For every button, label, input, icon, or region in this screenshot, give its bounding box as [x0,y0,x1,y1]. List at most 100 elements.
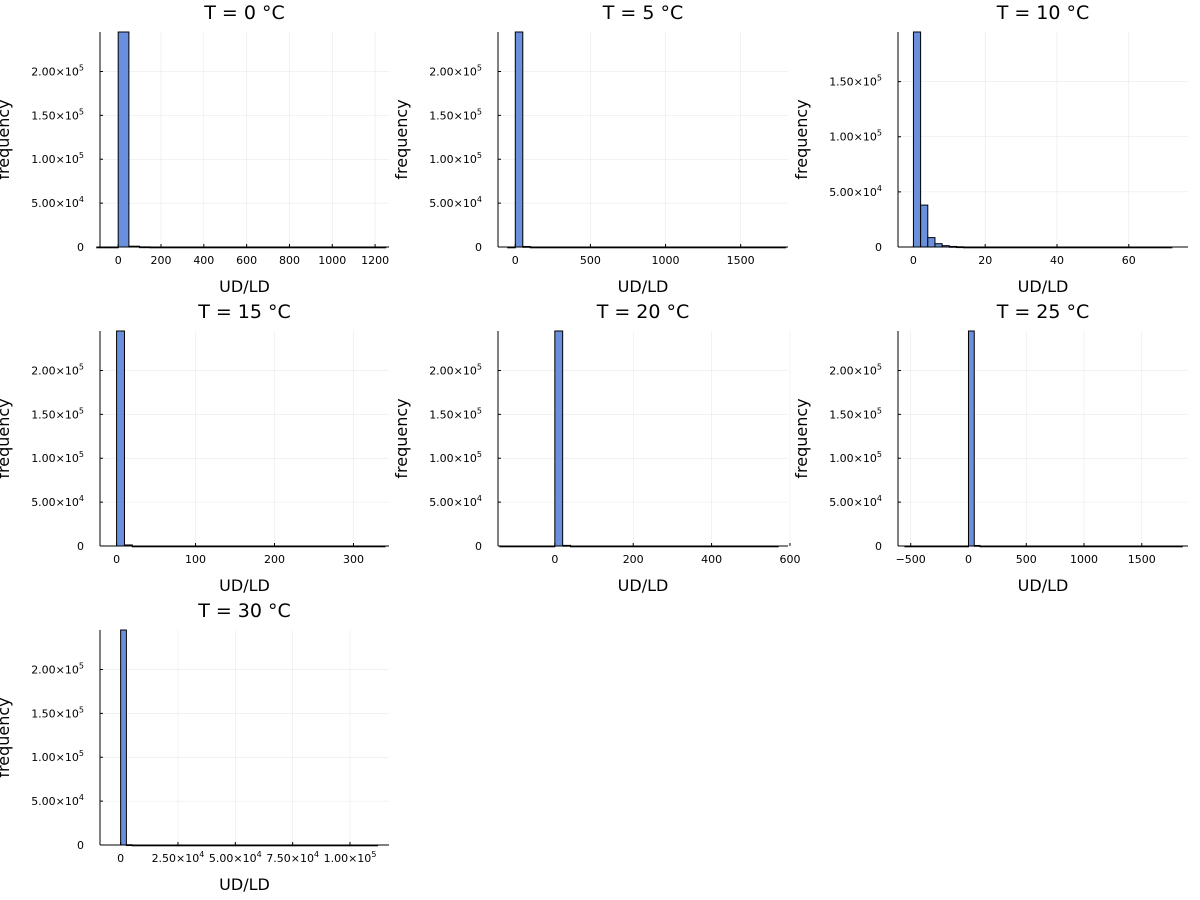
histogram-bar-2 [514,31,524,248]
y-tick-label-5: 2.00×105 [31,661,84,676]
y-tick-label-5: 2.00×105 [829,362,882,377]
x-axis-label: UD/LD [618,576,669,595]
x-tick-label-5: 1500 [1128,553,1156,566]
chart-title: T = 25 °C [996,301,1090,323]
y-tick-label-4: 1.50×105 [31,107,84,122]
x-tick-label-4: 1000 [1070,553,1098,566]
x-tick-label-4: 300 [343,553,364,566]
x-tick-label-4: 60 [1122,254,1136,267]
y-tick-label-2: 5.00×104 [429,494,482,509]
x-tick-label-2: 200 [623,553,644,566]
x-axis-label: UD/LD [618,277,669,296]
y-axis-label: frequency [792,398,811,478]
y-tick-label-2: 5.00×104 [429,195,482,210]
x-tick-label-1: 0 [512,254,519,267]
chart-title: T = 20 °C [596,301,690,323]
y-axis-label: frequency [0,99,13,179]
chart-panel-3: 0 20 40 60 0 5.00×104 1.00×105 1.50×105 T = 10 °… [792,2,1188,296]
y-tick-label-2: 5.00×104 [829,184,882,199]
y-tick-label-4: 1.50×105 [31,406,84,421]
histogram-bar-2 [920,204,929,248]
x-tick-label-4: 1500 [727,254,755,267]
x-tick-label-1: 0 [113,553,120,566]
chart-panel-2: 0 500 1000 1500 0 5.00×104 1.00×105 1.50×105 2.0… [392,2,788,296]
histogram-bar-2 [554,330,564,547]
chart-panel-5: 0 200 400 600 0 5.00×104 1.00×105 1.50×105 2.00×… [392,301,800,595]
chart-panel-6: −500 0 500 1000 1500 0 5.00×104 1.00×105 1.50×10… [792,301,1188,595]
x-axis-label: UD/LD [219,576,270,595]
y-tick-label-3: 1.00×105 [429,450,482,465]
y-tick-label-1: 0 [475,540,482,553]
chart-panel-1: 0 200 400 600 800 1000 1200 0 5.00×104 1.00×105 1.… [0,2,389,296]
y-tick-label-1: 0 [77,241,84,254]
x-tick-label-5: 1.00×105 [324,850,377,865]
histogram-bar-2 [967,330,975,547]
y-tick-label-4: 1.50×105 [31,705,84,720]
chart-title: T = 0 °C [203,2,285,24]
y-tick-label-3: 1.00×105 [31,749,84,764]
histogram-bar-1 [912,31,922,248]
x-tick-label-2: 200 [151,254,172,267]
y-tick-label-5: 2.00×105 [31,63,84,78]
x-tick-label-2: 500 [580,254,601,267]
histogram-bar-2 [117,31,130,248]
x-tick-label-3: 5.00×104 [209,850,262,865]
x-axis-label: UD/LD [219,277,270,296]
y-axis-label: frequency [792,99,811,179]
x-tick-label-1: 0 [117,852,124,865]
x-tick-label-2: 20 [978,254,992,267]
y-tick-label-3: 1.00×105 [31,151,84,166]
chart-title: T = 10 °C [996,2,1090,24]
x-tick-label-2: 2.50×104 [152,850,205,865]
y-tick-label-2: 5.00×104 [31,195,84,210]
x-tick-label-1: 0 [910,254,917,267]
y-tick-label-1: 0 [875,540,882,553]
y-tick-label-4: 1.50×105 [829,74,882,89]
histogram-bar-1 [116,330,125,547]
x-tick-label-3: 200 [264,553,285,566]
y-tick-label-5: 2.00×105 [429,362,482,377]
y-tick-label-2: 5.00×104 [31,793,84,808]
y-tick-label-2: 5.00×104 [31,494,84,509]
x-axis-label: UD/LD [219,875,270,894]
histogram-bar-3 [927,237,936,248]
y-tick-label-4: 1.50×105 [829,406,882,421]
y-axis-label: frequency [392,99,411,179]
y-tick-label-2: 5.00×104 [829,494,882,509]
y-tick-label-5: 2.00×105 [429,63,482,78]
chart-title: T = 30 °C [197,600,291,622]
chart-title: T = 15 °C [197,301,291,323]
y-axis-label: frequency [0,398,13,478]
x-tick-label-3: 500 [1016,553,1037,566]
y-tick-label-3: 1.00×105 [31,450,84,465]
y-tick-label-1: 0 [77,839,84,852]
y-axis-label: frequency [0,697,13,777]
y-tick-label-3: 1.00×105 [429,151,482,166]
x-tick-label-3: 40 [1050,254,1064,267]
y-tick-label-3: 1.00×105 [829,129,882,144]
y-tick-label-4: 1.50×105 [429,406,482,421]
y-tick-label-1: 0 [875,241,882,254]
x-tick-label-3: 400 [193,254,214,267]
x-tick-label-1: −500 [896,553,926,566]
x-axis-label: UD/LD [1018,576,1069,595]
x-tick-label-2: 100 [185,553,206,566]
x-tick-label-5: 800 [279,254,300,267]
x-tick-label-4: 600 [779,553,800,566]
y-tick-label-1: 0 [475,241,482,254]
y-axis-label: frequency [392,398,411,478]
x-tick-label-3: 1000 [652,254,680,267]
y-tick-label-4: 1.50×105 [429,107,482,122]
y-tick-label-3: 1.00×105 [829,450,882,465]
x-tick-label-7: 1200 [361,254,389,267]
x-tick-label-1: 0 [551,553,558,566]
histogram-bar-1 [120,629,127,846]
x-tick-label-4: 7.50×104 [266,850,319,865]
x-tick-label-2: 0 [965,553,972,566]
y-tick-label-1: 0 [77,540,84,553]
chart-panel-7: 0 2.50×104 5.00×104 7.50×104 1.00×105 0 5.00×1… [0,600,389,894]
x-tick-label-3: 400 [701,553,722,566]
x-tick-label-6: 1000 [318,254,346,267]
x-axis-label: UD/LD [1018,277,1069,296]
